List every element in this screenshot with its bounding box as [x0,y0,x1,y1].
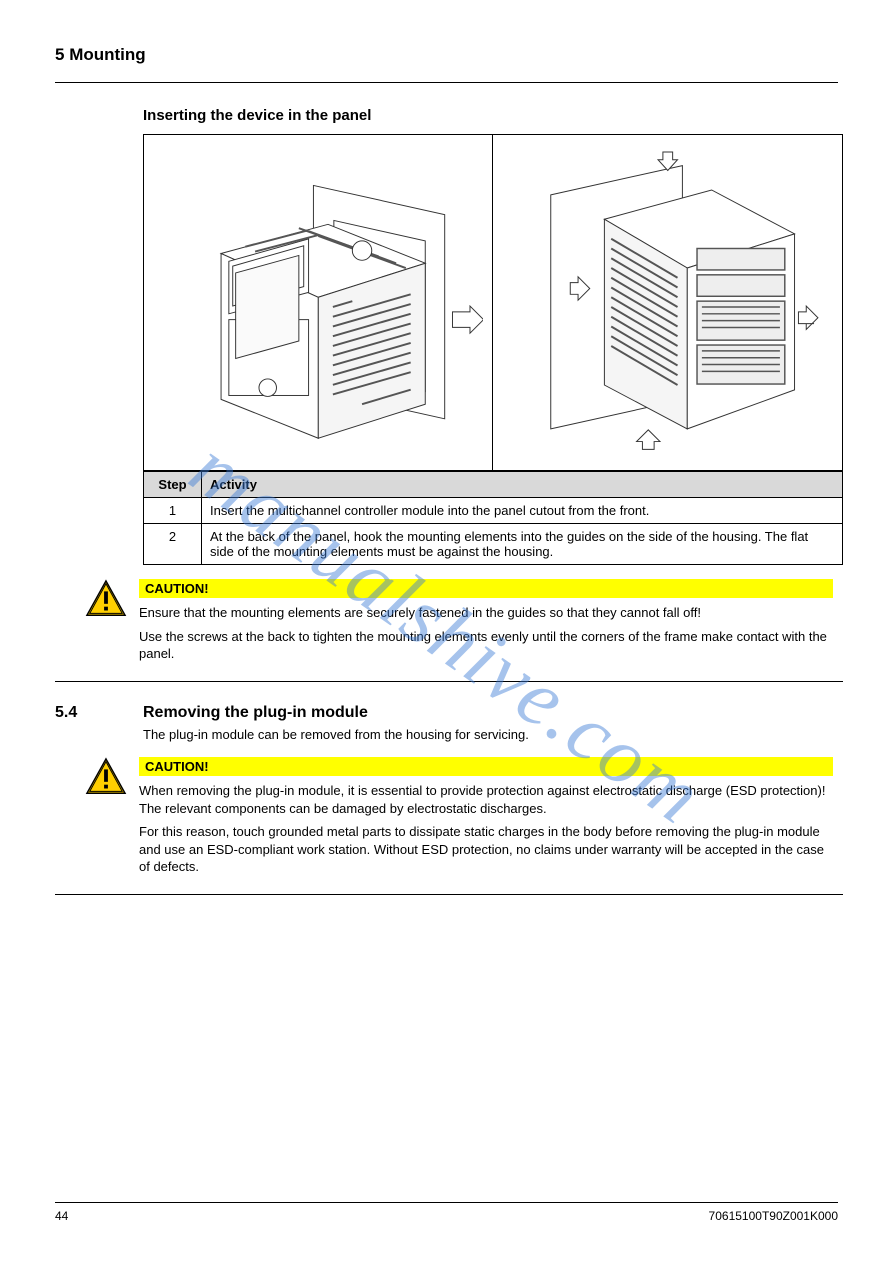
caution-label: CAUTION! [139,757,833,776]
figure-left [144,135,493,470]
page-number: 44 [55,1209,68,1223]
page-footer: 44 70615100T90Z001K000 [55,1202,838,1223]
body-paragraph: The plug-in module can be removed from t… [143,726,843,744]
chapter-number: 5 [55,45,64,64]
steps-table: Step Activity 1 Insert the multichannel … [143,471,843,565]
caution-block-2: CAUTION! When removing the plug-in modul… [55,757,843,895]
col-step: Step [144,472,202,498]
warning-icon [85,579,127,622]
figure-row [143,134,843,471]
caution-p1: When removing the plug-in module, it is … [139,782,833,817]
page: 5 Mounting Inserting the device in the p… [0,0,893,1263]
step-text: Insert the multichannel controller modul… [202,498,843,524]
device-rear-illustration [502,143,834,461]
caution-body: CAUTION! When removing the plug-in modul… [139,757,843,882]
caution-body: CAUTION! Ensure that the mounting elemen… [139,579,843,669]
caution-p2: Use the screws at the back to tighten th… [139,628,833,663]
table-header-row: Step Activity [144,472,843,498]
subsection-title: Removing the plug-in module [143,704,368,721]
step-text: At the back of the panel, hook the mount… [202,524,843,565]
chapter-title: Mounting [69,45,145,64]
table-row: 2 At the back of the panel, hook the mou… [144,524,843,565]
caution-p1: Ensure that the mounting elements are se… [139,604,833,622]
warning-icon [85,757,127,800]
subsection-heading: 5.4Removing the plug-in module [55,704,838,722]
section-title: Inserting the device in the panel [143,107,838,124]
caution-block-1: CAUTION! Ensure that the mounting elemen… [55,579,843,682]
subsection-number: 5.4 [55,704,143,722]
table-row: 1 Insert the multichannel controller mod… [144,498,843,524]
figure-right [493,135,842,470]
doc-number: 70615100T90Z001K000 [709,1209,838,1223]
step-num: 2 [144,524,202,565]
page-header: 5 Mounting [55,45,838,83]
step-num: 1 [144,498,202,524]
device-front-illustration [153,143,484,461]
header-chapter: 5 Mounting [55,45,146,65]
caution-p2: For this reason, touch grounded metal pa… [139,823,833,876]
caution-text: When removing the plug-in module, it is … [139,782,833,876]
col-activity: Activity [202,472,843,498]
caution-label: CAUTION! [139,579,833,598]
caution-text: Ensure that the mounting elements are se… [139,604,833,663]
